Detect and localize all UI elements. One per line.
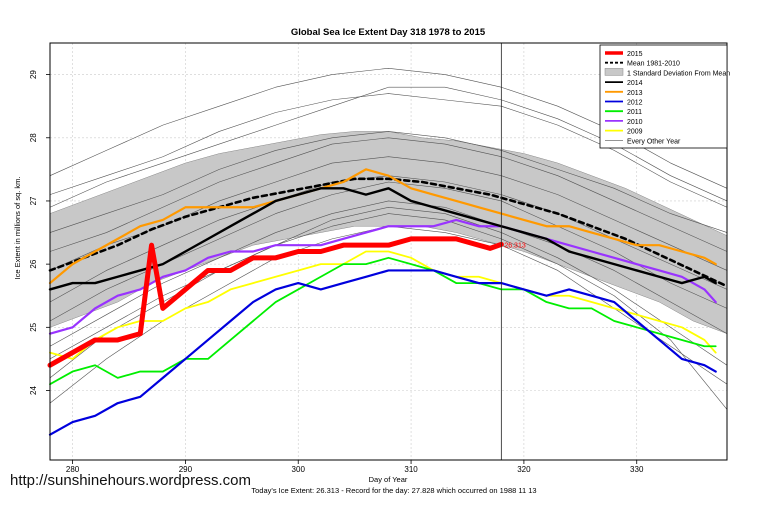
plot-frame — [49, 42, 728, 461]
series-every-other-year-0 — [49, 131, 728, 233]
y-tick-label-0: 24 — [29, 386, 38, 395]
series-every-other-year-2 — [49, 200, 728, 347]
legend-label-2010: 2010 — [627, 119, 643, 126]
legend-label-every-other-year: Every Other Year — [627, 138, 681, 145]
legend-label-1-standard-deviation-from-mean: 1 Standard Deviation From Mean — [627, 70, 730, 77]
y-tick-label-2: 26 — [29, 259, 38, 268]
legend: 2015 Mean 1981-2010 1 Standard Deviation F… — [599, 44, 730, 149]
chart-title: Global Sea Ice Extent Day 318 1978 to 20… — [291, 27, 486, 38]
y-tick-label-4: 28 — [29, 133, 38, 142]
series-2015-19 — [47, 236, 504, 368]
y-tick-label-1: 25 — [29, 322, 38, 331]
legend-label-2014: 2014 — [627, 80, 643, 87]
series-mean-1981-2010-12 — [48, 177, 729, 288]
legend-label-2013: 2013 — [627, 90, 643, 97]
y-axis-label: Ice Extent in millions of sq. km. — [13, 177, 22, 280]
x-tick-label-0: 280 — [66, 465, 80, 474]
series-2009-13 — [49, 250, 717, 360]
legend-label-2011: 2011 — [627, 109, 642, 116]
legend-swatch-1-standard-deviation-from-mean — [604, 68, 624, 76]
legend-label-2009: 2009 — [627, 129, 643, 136]
series-2010-16 — [48, 218, 717, 335]
legend-label-2015: 2015 — [627, 51, 643, 58]
x-tick-label-3: 310 — [404, 465, 418, 474]
series-2012-15 — [48, 269, 717, 436]
y-tick-label-3: 27 — [29, 196, 38, 205]
legend-label-2012: 2012 — [627, 100, 643, 107]
x-tick-label-2: 300 — [292, 465, 306, 474]
footer-note: Today's Ice Extent: 26.313 - Record for … — [251, 486, 536, 495]
series-2014-18 — [48, 187, 717, 291]
series-every-other-year-8 — [49, 137, 728, 252]
x-tick-label-4: 320 — [517, 465, 531, 474]
series-2013-17 — [48, 168, 717, 285]
x-tick-label-5: 330 — [630, 465, 644, 474]
site-watermark[interactable]: http://sunshinehours.wordpress.com — [10, 472, 251, 489]
series-layer — [47, 67, 729, 436]
x-axis-label: Day of Year — [369, 475, 408, 484]
y-tick-label-5: 29 — [29, 70, 38, 79]
current-value-label: 26.313 — [504, 242, 526, 249]
series-2011-14 — [49, 256, 717, 386]
axis-layer: 280 290 300 310 320 330 24 25 26 27 28 29 — [29, 70, 644, 474]
series-every-other-year-3 — [49, 93, 728, 208]
x-tick-label-1: 290 — [179, 465, 193, 474]
legend-label-mean-1981-2010: Mean 1981-2010 — [627, 61, 680, 68]
